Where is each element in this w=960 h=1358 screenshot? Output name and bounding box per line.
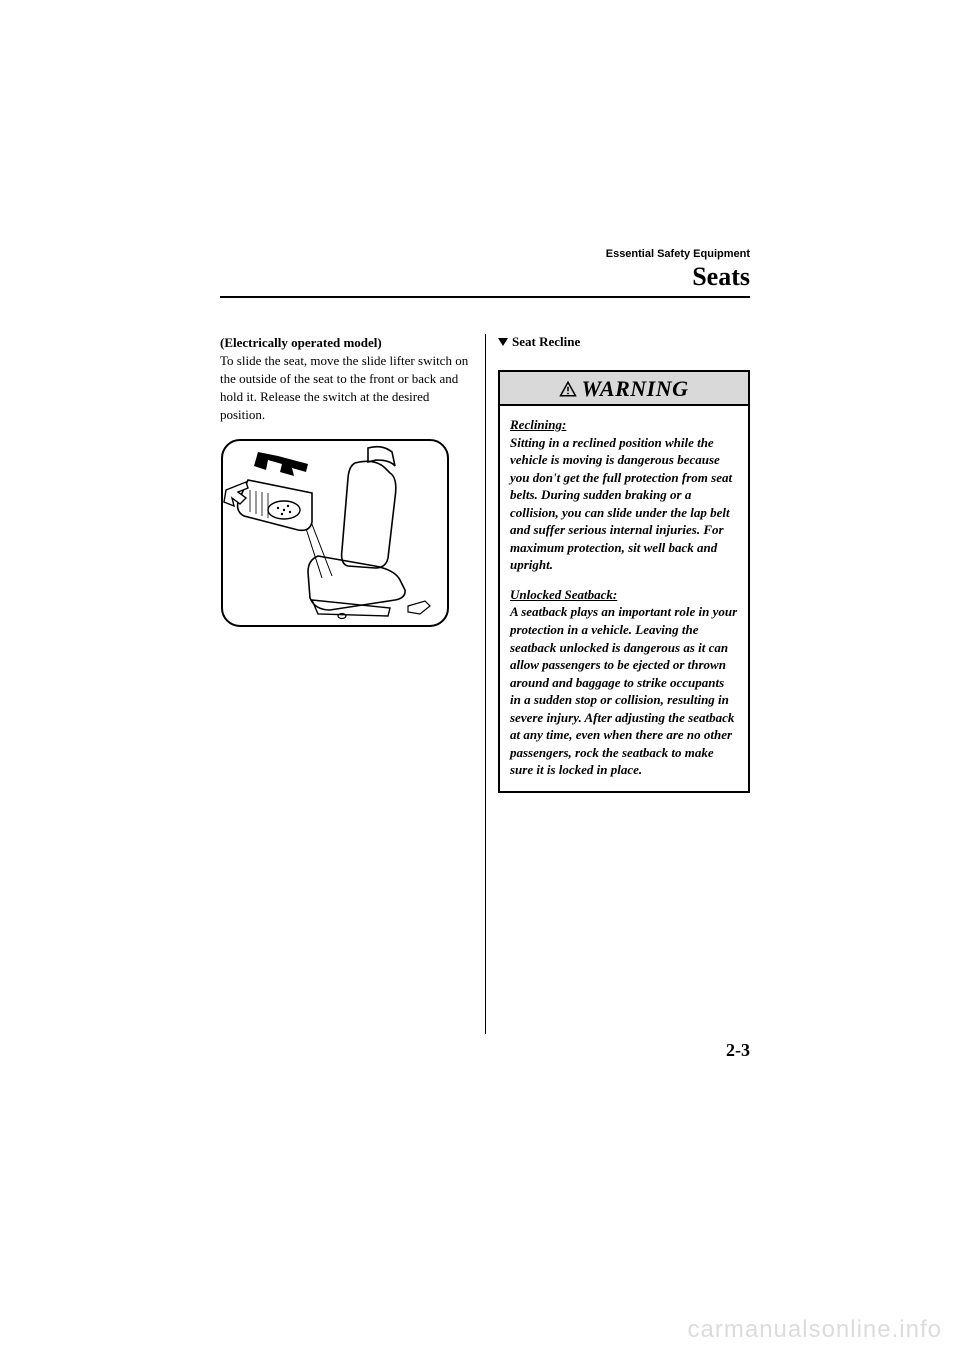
triangle-down-icon <box>498 338 508 346</box>
watermark-text: carmanualsonline.info <box>688 1316 942 1344</box>
seat-slide-figure <box>220 438 450 628</box>
manual-page: Essential Safety Equipment Seats (Electr… <box>0 0 960 1358</box>
seatback-text: A seatback plays an important role in yo… <box>510 604 737 777</box>
page-number: 2-3 <box>726 1040 750 1061</box>
header-section-title: Seats <box>220 262 750 292</box>
arrow-back-icon <box>254 452 308 476</box>
page-header: Essential Safety Equipment Seats <box>220 248 750 298</box>
warning-box: WARNING Reclining: Sitting in a reclined… <box>498 370 750 793</box>
electric-model-subheading: (Electrically operated model) <box>220 335 382 350</box>
header-rule <box>220 296 750 298</box>
warning-body: Reclining: Sitting in a reclined positio… <box>500 406 748 791</box>
warning-block-reclining: Reclining: Sitting in a reclined positio… <box>510 416 738 574</box>
figure-frame <box>222 440 448 626</box>
warning-header: WARNING <box>500 372 748 406</box>
header-category: Essential Safety Equipment <box>220 248 750 260</box>
right-column: Seat Recline WARNING Reclining: Sitting … <box>485 334 750 1034</box>
seat-recline-heading: Seat Recline <box>498 334 750 350</box>
content-columns: (Electrically operated model) To slide t… <box>220 334 750 1034</box>
warning-label: WARNING <box>581 376 688 402</box>
seat-cushion-outline <box>308 556 405 610</box>
switch-panel-inset <box>238 480 312 530</box>
hand-icon <box>408 601 430 614</box>
reclining-text: Sitting in a reclined position while the… <box>510 435 732 573</box>
seatback-title: Unlocked Seatback: <box>510 587 617 602</box>
headrest-outline <box>368 447 395 466</box>
warning-triangle-icon <box>559 380 577 398</box>
seat-back-outline <box>342 461 396 568</box>
warning-block-seatback: Unlocked Seatback: A seatback plays an i… <box>510 586 738 779</box>
left-column: (Electrically operated model) To slide t… <box>220 334 485 1034</box>
reclining-title: Reclining: <box>510 417 566 432</box>
seat-recline-label: Seat Recline <box>512 334 580 350</box>
left-text-block: (Electrically operated model) To slide t… <box>220 334 473 424</box>
slide-instruction-text: To slide the seat, move the slide lifter… <box>220 353 468 422</box>
